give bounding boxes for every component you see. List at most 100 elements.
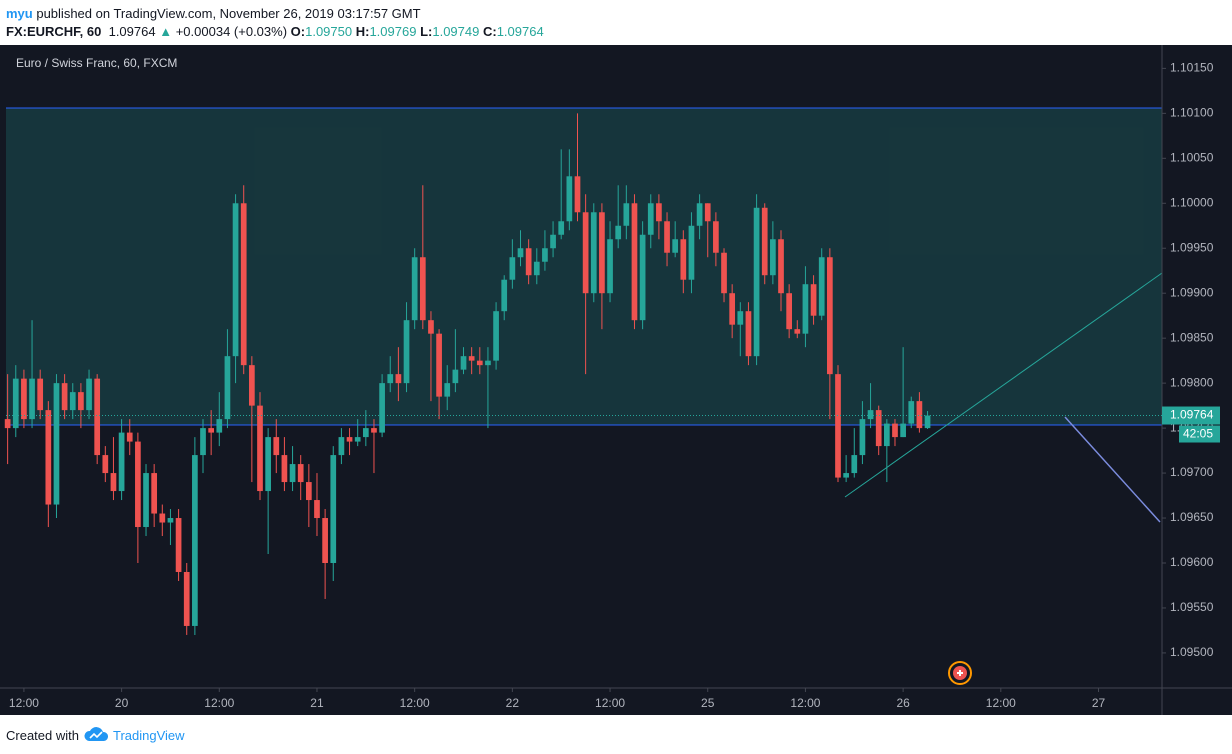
candle-body — [696, 203, 703, 226]
candle-body — [835, 374, 841, 478]
candle-body — [167, 518, 174, 523]
x-tick-label: 12:00 — [595, 696, 625, 710]
x-tick-label: 20 — [115, 696, 129, 710]
candle-body — [249, 365, 255, 406]
candle-body — [289, 464, 296, 483]
candle-body — [273, 437, 280, 456]
published: published on TradingView.com, November 2… — [32, 6, 421, 21]
x-tick-label: 12:00 — [790, 696, 820, 710]
candle-body — [29, 378, 35, 420]
header-line-1: myu published on TradingView.com, Novemb… — [6, 5, 544, 23]
candle-body — [778, 239, 784, 294]
candle-body — [86, 378, 92, 411]
trend-line — [1064, 416, 1161, 523]
x-tick-label: 12:00 — [986, 696, 1016, 710]
event-icon[interactable] — [948, 661, 972, 685]
candle-body — [419, 257, 426, 321]
candle-body — [460, 356, 467, 370]
y-tick-label: 1.09950 — [1170, 240, 1214, 254]
o: 1.09750 — [305, 24, 353, 39]
candle-body — [395, 374, 402, 384]
candle-body — [37, 378, 44, 411]
y-tick-label: 1.09900 — [1170, 285, 1214, 299]
x-tick-label: 12:00 — [400, 696, 430, 710]
author[interactable]: myu — [6, 6, 33, 21]
candle-body — [786, 293, 792, 330]
countdown-tag — [1179, 425, 1220, 443]
candle-body — [737, 311, 744, 325]
axes: 1.10150 1.10100 1.10050 1.10000 1.09950 1.099… — [6, 61, 1220, 710]
y-tick-label: 1.09550 — [1170, 600, 1214, 614]
candle-body — [102, 455, 109, 474]
symbol: FX:EURCHF, 60 — [6, 24, 102, 39]
created: Created with — [6, 727, 79, 743]
candle-body — [371, 428, 377, 433]
candle-body — [411, 257, 418, 321]
candle-body — [688, 225, 695, 280]
candle-body — [493, 311, 499, 361]
candle-body — [330, 455, 337, 563]
y-tick-label: 1.09800 — [1170, 375, 1214, 389]
event-icon-cross — [957, 670, 963, 676]
candle-body — [468, 356, 475, 361]
candle-body — [53, 383, 60, 505]
candle-body — [143, 473, 149, 528]
candle-body — [501, 279, 508, 312]
candle-body — [322, 518, 328, 563]
logo — [84, 727, 109, 741]
candle-body — [704, 203, 711, 222]
candle-body — [607, 239, 613, 294]
x-tick-label: 21 — [310, 696, 324, 710]
background — [0, 45, 1232, 715]
last: 1.09764 — [108, 24, 156, 39]
candle-body — [892, 423, 898, 438]
candle-body — [599, 212, 605, 294]
candle-body — [485, 360, 491, 366]
candle-body — [590, 212, 597, 294]
candle-body — [118, 432, 125, 492]
trend-line — [844, 272, 1163, 498]
candle-body — [224, 356, 231, 420]
candle-body — [656, 203, 662, 222]
y-tick-label: 1.10150 — [1170, 61, 1214, 75]
x-tick-label: 27 — [1092, 696, 1106, 710]
candle-body — [338, 437, 345, 456]
candle-body — [827, 257, 833, 375]
x-tick-label: 22 — [506, 696, 520, 710]
arrow: ▲ — [159, 24, 173, 39]
candle-body — [4, 419, 11, 429]
candle-body — [452, 369, 459, 384]
candle-body — [403, 320, 410, 384]
candle-body — [305, 482, 312, 501]
c: 1.09764 — [496, 24, 544, 39]
candle-body — [216, 419, 223, 433]
h: 1.09769 — [369, 24, 417, 39]
candle-body — [867, 410, 874, 420]
candle-body — [729, 293, 736, 325]
y-tick-label: 1.09850 — [1170, 330, 1214, 344]
y-tick-label: 1.09700 — [1170, 465, 1214, 479]
candle-body — [875, 410, 882, 447]
candle-body — [883, 423, 890, 447]
candle-body — [257, 405, 263, 492]
candle-body — [94, 378, 101, 456]
c-label: C: — [482, 24, 497, 39]
brand[interactable]: TradingView — [112, 727, 185, 743]
y-tick-label: 1.10000 — [1170, 195, 1214, 209]
x-tick-label: 12:00 — [9, 696, 39, 710]
candle-body — [200, 428, 206, 456]
candle-body — [354, 437, 361, 442]
candle-body — [151, 473, 158, 514]
footer: Created with TradingView — [6, 727, 185, 743]
candle-body — [525, 248, 532, 276]
candle-body — [802, 284, 809, 334]
candle-body — [810, 284, 817, 316]
candle-body — [265, 437, 271, 492]
candle-body — [436, 333, 442, 397]
candle-body — [428, 320, 434, 334]
candle-body — [623, 203, 630, 226]
candle-body — [770, 239, 776, 276]
chart-title: Euro / Swiss Franc, 60, FXCM — [16, 56, 177, 70]
candle-body — [297, 464, 304, 483]
candle-body — [232, 203, 239, 357]
